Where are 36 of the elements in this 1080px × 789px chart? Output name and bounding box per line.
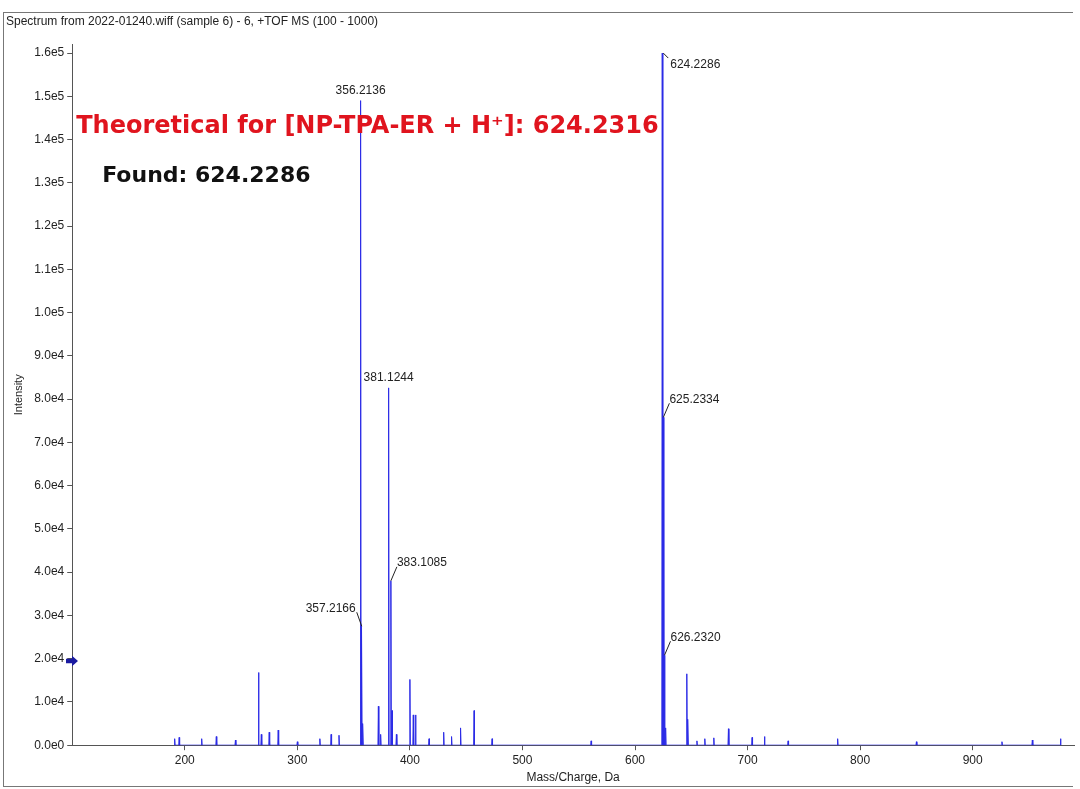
x-tick-label: 700 <box>737 752 758 767</box>
x-tick-label: 500 <box>512 752 533 767</box>
y-tick-label: 4.0e4 <box>34 564 65 579</box>
y-tick-label: 1.2e5 <box>34 218 65 233</box>
y-tick-label: 3.0e4 <box>34 607 65 622</box>
y-tick-label: 0.0e0 <box>34 737 65 752</box>
x-tick-label: 800 <box>850 752 871 767</box>
annotation: 626.2320 <box>670 629 721 644</box>
y-tick-label: 8.0e4 <box>34 391 65 406</box>
y-tick-label: 1.5e5 <box>34 88 65 103</box>
y-tick-label: 6.0e4 <box>34 477 65 492</box>
x-axis-title: Mass/Charge, Da <box>526 770 621 785</box>
y-tick-label: 1.3e5 <box>34 175 65 190</box>
y-axis-title: Intensity <box>11 373 24 416</box>
y-tick-label: 7.0e4 <box>34 434 65 449</box>
y-tick-label: 1.6e5 <box>34 45 65 60</box>
y-tick-label: 1.0e5 <box>34 304 65 319</box>
x-tick-label: 900 <box>962 752 984 767</box>
x-tick-label: 300 <box>287 752 308 767</box>
y-tick-label: 5.0e4 <box>34 521 65 536</box>
x-tick-label: 600 <box>625 752 646 767</box>
chart-title: Spectrum from 2022-01240.wiff (sample 6) - 6, +TOF MS (100 - 1000) <box>6 13 379 28</box>
annotation: Found: 624.2286 <box>102 162 311 188</box>
annotation: 625.2334 <box>669 391 720 406</box>
x-tick-label: 400 <box>399 752 421 767</box>
annotation: 381.1244 <box>363 370 414 385</box>
annotation: 357.2166 <box>305 600 357 615</box>
y-tick-label: 2.0e4 <box>34 650 65 665</box>
y-tick-label: 1.4e5 <box>34 131 65 146</box>
x-tick-label: 200 <box>174 752 196 767</box>
annotation: 356.2136 <box>335 82 386 97</box>
y-tick-label: 9.0e4 <box>34 348 65 363</box>
y-tick-label: 1.0e4 <box>34 694 65 709</box>
annotation: 624.2286 <box>670 57 721 72</box>
y-tick-label: 1.1e5 <box>34 261 65 276</box>
annotation: 383.1085 <box>396 555 448 570</box>
